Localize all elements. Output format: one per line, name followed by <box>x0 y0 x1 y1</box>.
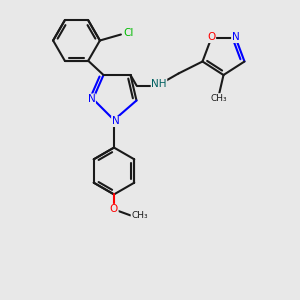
Text: N: N <box>88 94 95 104</box>
Text: NH: NH <box>151 79 167 89</box>
Text: O: O <box>207 32 216 43</box>
Text: N: N <box>232 32 239 43</box>
Text: Cl: Cl <box>123 28 134 38</box>
Text: O: O <box>110 204 118 214</box>
Text: CH₃: CH₃ <box>211 94 227 103</box>
Text: N: N <box>112 116 119 127</box>
Text: CH₃: CH₃ <box>131 211 148 220</box>
